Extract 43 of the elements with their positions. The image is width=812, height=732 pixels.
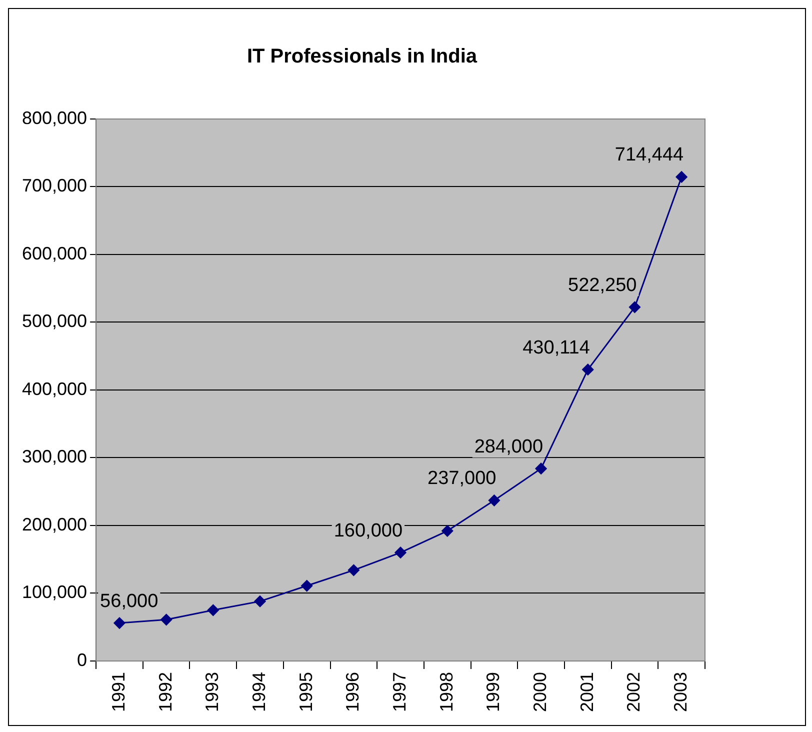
point xyxy=(207,604,219,616)
x-tick-label: 1992 xyxy=(155,672,176,712)
point xyxy=(442,525,454,537)
point xyxy=(301,580,313,592)
point xyxy=(676,171,688,183)
y-tick-label: 300,000 xyxy=(22,446,88,467)
data-label: 56,000 xyxy=(100,590,158,612)
x-tick-label: 1995 xyxy=(296,672,316,712)
y-tick-label: 100,000 xyxy=(22,582,88,602)
x-tick-label: 2003 xyxy=(670,672,691,712)
y-tick-label: 800,000 xyxy=(22,108,88,128)
x-tick-label: 2001 xyxy=(576,672,597,712)
point xyxy=(160,614,172,626)
data-label: 237,000 xyxy=(428,468,496,490)
x-tick-label: 1999 xyxy=(483,672,504,712)
data-label: 522,250 xyxy=(568,274,637,296)
x-tick-label: 1993 xyxy=(202,672,222,712)
y-tick-label: 500,000 xyxy=(22,311,88,332)
chart-title: IT Professionals in India xyxy=(246,46,478,68)
data-label: 160,000 xyxy=(334,520,403,542)
point xyxy=(254,596,266,608)
y-tick-label: 700,000 xyxy=(22,176,88,196)
y-tick-label: 200,000 xyxy=(22,514,88,534)
data-label: 284,000 xyxy=(474,436,544,458)
data-label: 430,114 xyxy=(522,337,590,358)
data-label: 714,444 xyxy=(614,144,684,166)
x-tick-label: 1998 xyxy=(436,672,456,712)
point xyxy=(628,301,640,313)
point xyxy=(114,617,126,629)
y-tick-label: 400,000 xyxy=(22,378,88,399)
point xyxy=(348,564,360,576)
point xyxy=(488,494,500,506)
y-tick-label: 0 xyxy=(77,650,88,670)
x-tick-label: 1996 xyxy=(342,672,363,712)
x-tick-label: 1997 xyxy=(390,672,410,712)
x-tick-label: 2002 xyxy=(624,672,644,712)
point xyxy=(535,462,547,474)
x-tick-label: 2000 xyxy=(530,672,550,712)
x-tick-label: 1994 xyxy=(248,672,269,712)
y-tick-label: 600,000 xyxy=(22,243,88,264)
point xyxy=(582,364,594,376)
x-tick-label: 1991 xyxy=(108,672,128,712)
point xyxy=(394,546,406,558)
